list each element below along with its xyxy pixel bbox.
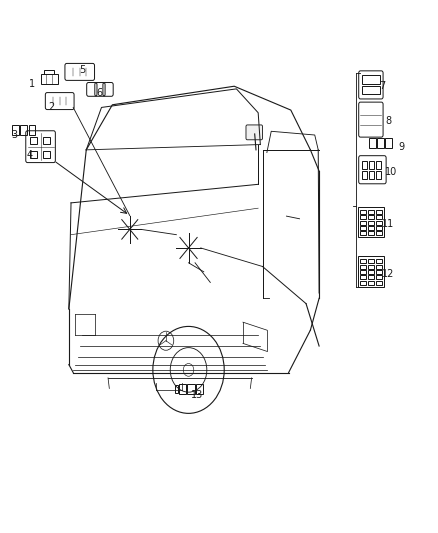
Bar — [362, 171, 367, 179]
Bar — [376, 281, 382, 285]
Bar — [360, 221, 366, 225]
Bar — [376, 215, 382, 219]
Text: 6: 6 — [96, 87, 102, 98]
Bar — [368, 276, 374, 279]
Bar — [360, 259, 366, 263]
Bar — [376, 270, 382, 274]
Bar — [362, 161, 367, 169]
Bar — [376, 171, 381, 179]
Bar — [358, 256, 385, 287]
Bar — [377, 138, 384, 148]
FancyBboxPatch shape — [246, 125, 262, 140]
Bar — [358, 207, 385, 237]
Bar — [175, 385, 178, 393]
Bar — [187, 384, 194, 394]
Bar — [44, 70, 54, 74]
Bar — [368, 264, 374, 269]
Text: 4: 4 — [27, 150, 33, 160]
Bar — [360, 231, 366, 236]
Bar — [376, 259, 382, 263]
Bar — [360, 270, 366, 274]
Bar — [360, 215, 366, 219]
Text: 3: 3 — [11, 130, 18, 140]
Bar — [360, 276, 366, 279]
Bar — [368, 215, 374, 219]
Bar — [385, 138, 392, 148]
Bar — [376, 161, 381, 169]
Bar — [376, 264, 382, 269]
Bar — [196, 384, 203, 394]
Bar — [376, 226, 382, 230]
Bar — [368, 259, 374, 263]
Bar — [360, 264, 366, 269]
Bar — [21, 125, 27, 135]
Bar — [368, 231, 374, 236]
Text: 10: 10 — [385, 167, 397, 177]
Bar — [43, 137, 49, 144]
Bar — [368, 270, 374, 274]
Text: 12: 12 — [381, 270, 394, 279]
Bar — [30, 151, 37, 158]
Text: 5: 5 — [79, 66, 85, 75]
Bar — [360, 281, 366, 285]
Bar — [41, 74, 58, 84]
Text: 11: 11 — [382, 219, 394, 229]
Bar — [369, 171, 374, 179]
Text: 2: 2 — [48, 102, 55, 112]
Bar — [368, 210, 374, 214]
Circle shape — [184, 364, 194, 376]
Bar — [368, 226, 374, 230]
Text: 1: 1 — [29, 78, 35, 88]
Bar — [368, 281, 374, 285]
Bar — [376, 221, 382, 225]
Bar — [362, 75, 380, 84]
Bar — [30, 137, 37, 144]
Bar — [28, 125, 35, 135]
Bar — [369, 161, 374, 169]
Text: 13: 13 — [191, 390, 203, 400]
Bar — [376, 276, 382, 279]
Bar — [12, 125, 19, 135]
Bar — [376, 231, 382, 236]
Bar — [43, 151, 49, 158]
Text: 9: 9 — [399, 142, 405, 152]
Bar — [362, 86, 380, 94]
Text: 7: 7 — [379, 81, 385, 91]
Bar — [369, 138, 376, 148]
Bar — [360, 226, 366, 230]
Bar — [368, 221, 374, 225]
Bar — [179, 384, 186, 394]
Bar — [376, 210, 382, 214]
Bar — [360, 210, 366, 214]
Text: 8: 8 — [386, 116, 392, 126]
